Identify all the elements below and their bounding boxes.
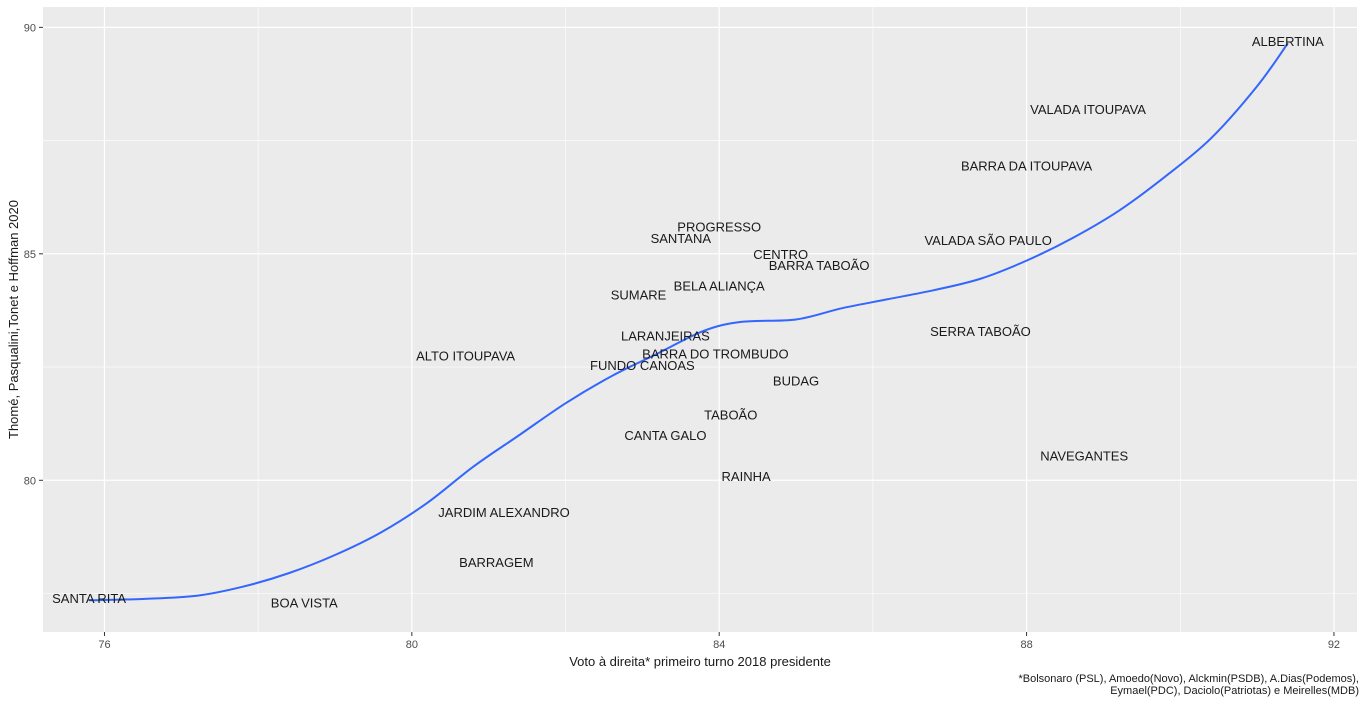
point-label: BARRA TABOÃO <box>769 258 870 273</box>
plot-panel <box>43 7 1357 632</box>
y-tick-label: 80 <box>24 475 36 487</box>
point-label: TABOÃO <box>704 408 757 423</box>
x-axis-title: Voto à direita* primeiro turno 2018 pres… <box>569 654 831 669</box>
point-label: RAINHA <box>722 469 771 484</box>
y-axis-title: Thomé, Pasqualini,Tonet e Hoffman 2020 <box>6 200 21 439</box>
point-label: BOA VISTA <box>271 596 338 611</box>
point-label: SERRA TABOÃO <box>930 324 1031 339</box>
point-label: PROGRESSO <box>677 220 761 235</box>
x-tick-label: 76 <box>98 639 110 651</box>
minor-grid <box>43 7 1357 632</box>
x-tick-label: 92 <box>1328 639 1340 651</box>
y-tick-label: 90 <box>24 22 36 34</box>
point-labels: ALBERTINA VALADA ITOUPAVA BARRA DA ITOUPAV… <box>52 34 1324 611</box>
point-label: NAVEGANTES <box>1040 448 1128 463</box>
point-label: BARRA DA ITOUPAVA <box>961 159 1093 174</box>
point-label: SANTANA <box>651 231 712 246</box>
point-label: VALADA ITOUPAVA <box>1030 102 1146 117</box>
x-axis-ticks: 76 80 84 88 92 <box>98 632 1340 651</box>
major-grid <box>43 7 1357 632</box>
point-label: FUNDO CANOAS <box>590 358 695 373</box>
y-axis-ticks: 80 85 90 <box>24 22 43 487</box>
point-label: CENTRO <box>753 247 808 262</box>
point-label: VALADA SÃO PAULO <box>924 233 1051 248</box>
point-label: BARRA DO TROMBUDO <box>642 346 788 361</box>
point-label: SANTA RITA <box>52 591 126 606</box>
point-label: BUDAG <box>773 374 819 389</box>
point-label: BARRAGEM <box>459 555 533 570</box>
point-label: CANTA GALO <box>624 428 706 443</box>
point-label: SUMARE <box>611 288 667 303</box>
point-label: LARANJEIRAS <box>621 328 710 343</box>
x-tick-label: 88 <box>1020 639 1032 651</box>
chart-caption: *Bolsonaro (PSL), Amoedo(Novo), Alckmin(… <box>1018 673 1359 697</box>
point-label: ALTO ITOUPAVA <box>416 349 515 364</box>
point-label: JARDIM ALEXANDRO <box>438 505 569 520</box>
point-label: BELA ALIANÇA <box>674 279 765 294</box>
y-tick-label: 85 <box>24 249 36 261</box>
smooth-trend-line <box>89 42 1289 602</box>
point-label: ALBERTINA <box>1252 34 1324 49</box>
x-tick-label: 84 <box>713 639 725 651</box>
x-tick-label: 80 <box>406 639 418 651</box>
